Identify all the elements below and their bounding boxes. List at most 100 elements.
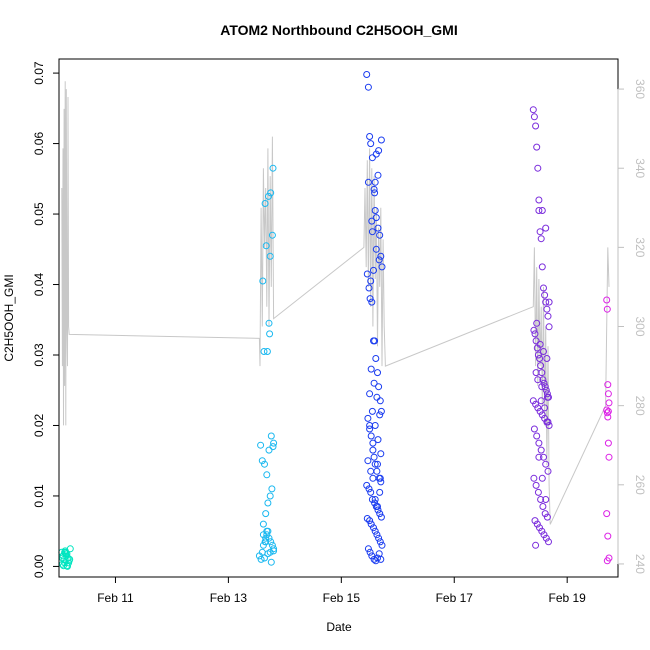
data-point xyxy=(529,397,537,405)
y-axis-label: C2H5OOH_GMI xyxy=(2,274,16,361)
points-layer xyxy=(58,71,613,570)
x-axis: Feb 11 Feb 13 Feb 15 Feb 17 Feb 19 xyxy=(97,576,586,605)
data-point xyxy=(374,171,382,179)
data-point xyxy=(262,510,270,518)
data-point xyxy=(263,527,271,535)
data-point xyxy=(533,432,541,440)
data-point xyxy=(536,340,544,348)
data-point xyxy=(530,474,538,482)
data-point xyxy=(603,409,611,417)
y-axis: 0.00 0.01 0.02 0.03 0.04 0.05 0.06 0.07 xyxy=(32,61,60,578)
x-axis-label: Date xyxy=(326,620,352,634)
data-point xyxy=(544,418,552,426)
data-point xyxy=(544,312,552,320)
data-point xyxy=(371,207,379,214)
data-point xyxy=(366,425,374,433)
data-point xyxy=(374,460,381,468)
data-point xyxy=(544,467,552,475)
data-point xyxy=(542,460,550,468)
y-tick-label: 0.00 xyxy=(32,554,46,578)
data-point xyxy=(545,298,553,306)
data-point xyxy=(541,291,549,299)
data-point xyxy=(542,386,550,394)
data-point xyxy=(366,390,374,398)
data-point xyxy=(539,503,547,510)
data-point xyxy=(64,562,71,570)
y2-tick-label: 280 xyxy=(633,396,647,416)
data-point xyxy=(532,122,540,130)
y2-tick-label: 300 xyxy=(633,316,647,336)
chart-title: ATOM2 Northbound C2H5OOH_GMI xyxy=(220,22,457,38)
data-point xyxy=(375,534,383,542)
x-tick-label: Feb 11 xyxy=(97,591,134,605)
data-point xyxy=(603,557,611,565)
data-point xyxy=(537,496,545,503)
data-point xyxy=(545,422,553,429)
data-point xyxy=(261,554,268,562)
data-point xyxy=(377,407,385,415)
data-point xyxy=(367,520,375,528)
data-point xyxy=(534,488,542,496)
data-point xyxy=(365,284,373,292)
data-point xyxy=(367,488,375,496)
data-point xyxy=(534,376,542,384)
data-point xyxy=(377,136,385,144)
data-point xyxy=(373,531,381,539)
x-tick-label: Feb 15 xyxy=(323,591,361,605)
data-point xyxy=(530,113,538,121)
data-point xyxy=(267,189,275,197)
data-point xyxy=(536,355,543,362)
data-point xyxy=(269,443,277,451)
data-point xyxy=(535,439,543,447)
y-tick-label: 0.03 xyxy=(32,343,46,367)
data-point xyxy=(364,545,372,553)
data-point xyxy=(259,541,267,549)
data-point xyxy=(541,404,549,412)
data-point xyxy=(540,284,547,292)
data-point xyxy=(543,305,551,313)
data-point xyxy=(260,348,268,355)
y-tick-label: 0.02 xyxy=(32,413,46,437)
data-point xyxy=(368,407,376,415)
data-point xyxy=(374,436,382,444)
data-point xyxy=(62,550,70,558)
data-point xyxy=(537,235,545,243)
data-point xyxy=(370,266,377,274)
data-point xyxy=(603,296,611,304)
data-point xyxy=(540,531,548,539)
data-point xyxy=(366,517,374,525)
data-point xyxy=(263,531,271,539)
data-point xyxy=(534,351,542,359)
data-point xyxy=(538,474,546,482)
data-point xyxy=(538,411,546,419)
line-series-layer xyxy=(61,81,610,525)
data-point xyxy=(264,499,272,507)
data-point xyxy=(259,520,267,528)
data-point xyxy=(535,207,543,214)
data-point xyxy=(370,185,378,193)
data-point xyxy=(371,527,379,535)
data-point xyxy=(545,538,552,546)
data-point xyxy=(537,362,545,370)
data-point xyxy=(364,83,372,91)
y-tick-label: 0.06 xyxy=(32,132,46,156)
data-point xyxy=(372,355,380,362)
data-point xyxy=(63,562,71,570)
data-point xyxy=(533,143,541,151)
data-point xyxy=(372,150,380,158)
data-point xyxy=(530,425,538,433)
data-point xyxy=(543,355,551,362)
data-point xyxy=(374,369,381,377)
data-point xyxy=(366,133,374,140)
data-point xyxy=(267,538,275,546)
data-point xyxy=(259,277,267,285)
data-point xyxy=(540,379,548,387)
data-point xyxy=(541,383,549,391)
data-point xyxy=(261,460,268,468)
data-point xyxy=(262,242,270,250)
data-point xyxy=(541,510,549,518)
data-point xyxy=(270,547,278,555)
data-point xyxy=(369,474,377,482)
data-point xyxy=(542,298,550,306)
data-point xyxy=(529,106,537,114)
